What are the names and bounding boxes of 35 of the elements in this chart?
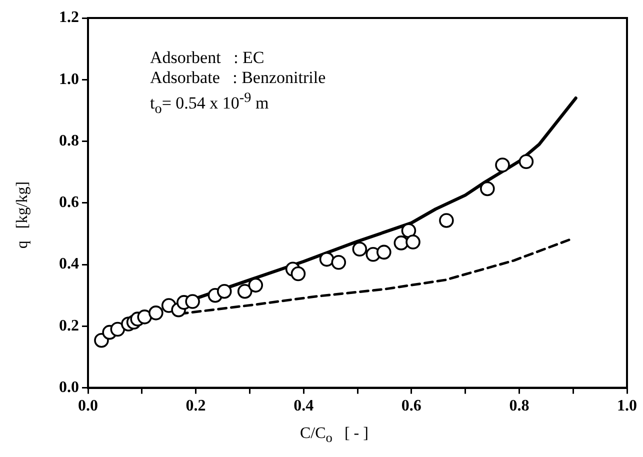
point	[406, 234, 420, 250]
annotation: Adsorbate : Benzonitrile	[150, 68, 326, 88]
y-tick-label: 0.8	[59, 132, 79, 150]
point	[290, 266, 306, 282]
point	[248, 278, 264, 293]
point	[480, 181, 495, 196]
point	[394, 236, 409, 250]
point	[495, 158, 510, 172]
point	[137, 310, 152, 324]
point	[439, 213, 454, 228]
y-axis-title: q [kg/kg]	[14, 180, 32, 251]
annotation: Adsorbent : EC	[150, 48, 266, 68]
x-tick-label: 0.4	[294, 398, 314, 415]
point	[185, 294, 200, 309]
x-axis-title: C/C$_{o}$ [ - ]	[300, 425, 368, 446]
point	[518, 154, 534, 170]
point	[352, 242, 368, 257]
point	[376, 244, 392, 260]
y-tick-label: 0.0	[59, 378, 79, 396]
x-tick-label: 1.0	[617, 398, 637, 415]
y-tick-label: 1.0	[59, 70, 79, 88]
annotation: t$_{o}$= 0.54 x 10$^{-9}$ m	[150, 89, 270, 120]
point	[148, 306, 164, 320]
y-tick-label: 1.2	[59, 9, 79, 26]
y-tick-label: 0.6	[59, 194, 79, 212]
point	[110, 322, 126, 337]
y-tick-label: 0.4	[59, 256, 79, 273]
point	[331, 254, 346, 270]
x-tick-label: 0.8	[509, 398, 530, 415]
y-tick-label: 0.2	[59, 317, 79, 334]
x-tick-label: 0.2	[186, 398, 206, 415]
point	[216, 284, 232, 299]
x-tick-label: 0.0	[78, 398, 98, 415]
point	[237, 284, 252, 299]
x-tick-label: 0.6	[401, 398, 422, 415]
